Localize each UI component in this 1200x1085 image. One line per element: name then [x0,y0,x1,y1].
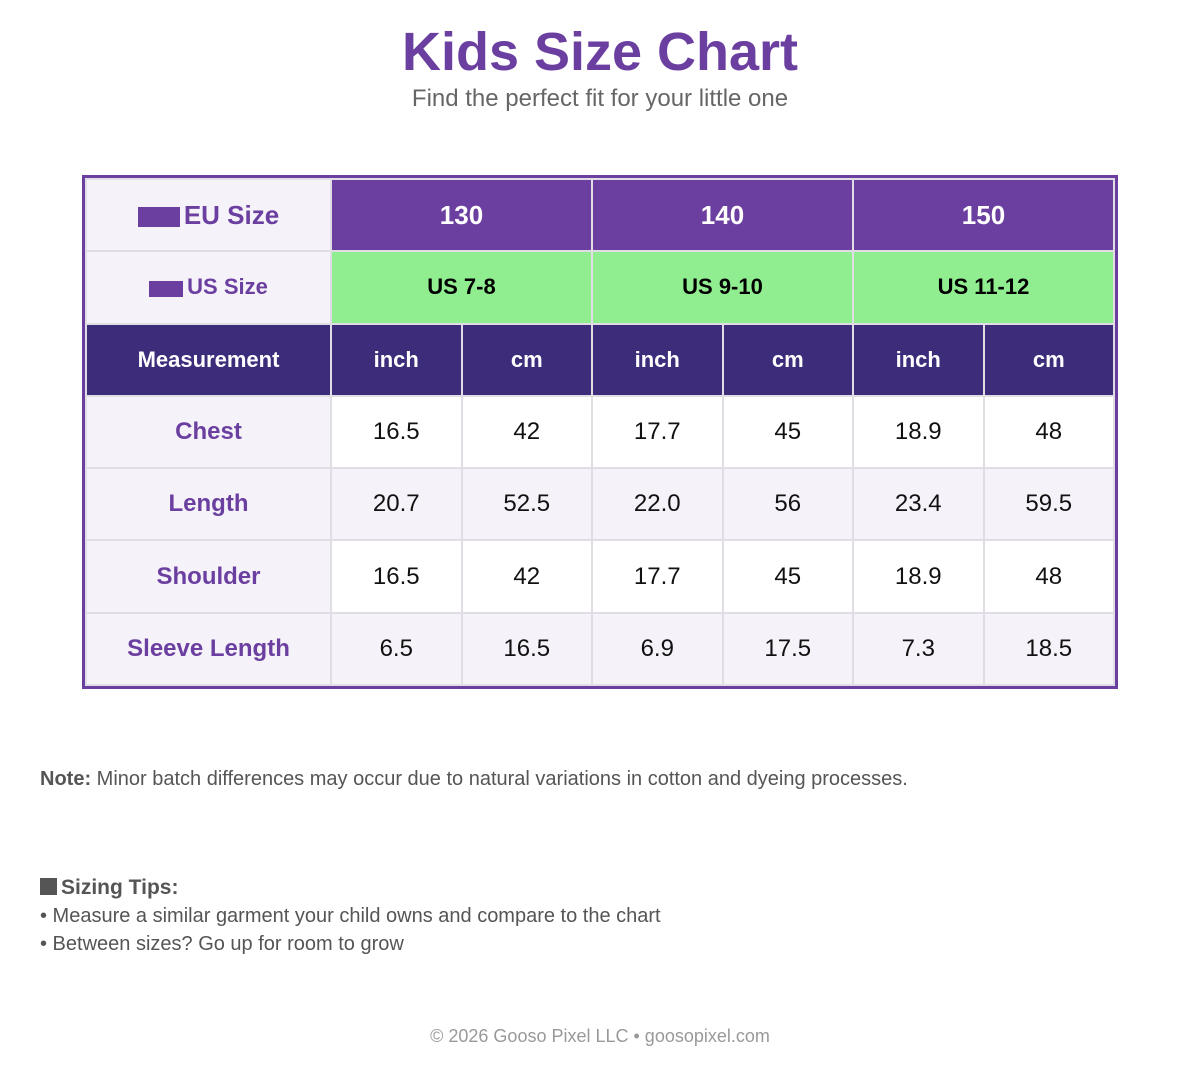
table-cell: 6.9 [591,611,724,687]
eu-size-130: 130 [330,177,593,253]
table-cell: 17.5 [721,611,854,687]
table-cell: 56 [721,467,854,542]
sizing-tips: Sizing Tips: • Measure a similar garment… [40,874,661,958]
footer-copyright: © 2026 Gooso Pixel LLC • goosopixel.com [430,1026,770,1046]
table-cell: 16.5 [330,394,463,470]
table-row-chest: Chest 16.5 42 17.7 45 18.9 48 [85,394,1115,470]
table-cell: 17.7 [591,394,724,470]
row-label: Sleeve Length [85,611,332,687]
measurement-header: Measurement [85,322,332,397]
row-label: Shoulder [85,539,332,614]
us-size-label-cell: US Size [85,250,332,325]
table-cell: 42 [460,539,593,614]
table-cell: 16.5 [460,611,593,687]
table-cell: 20.7 [330,467,463,542]
eu-size-label-cell: EU Size [85,177,332,253]
sizing-tips-title: Sizing Tips: [40,874,661,902]
table-cell: 18.9 [852,394,985,470]
us-size-11-12: US 11-12 [852,250,1115,325]
tip-item: • Measure a similar garment your child o… [40,905,661,927]
us-size-row: US Size US 7-8 US 9-10 US 11-12 [85,250,1115,325]
unit-header: inch [330,322,463,397]
table-cell: 48 [982,539,1115,614]
table-cell: 6.5 [330,611,463,687]
unit-header: inch [591,322,724,397]
size-chart-table: EU Size 130 140 150 US Size US 7-8 US 9-… [82,175,1118,689]
note-text: Note: Minor batch differences may occur … [40,768,908,790]
unit-header-row: Measurement inch cm inch cm inch cm [85,322,1115,397]
eu-size-140: 140 [591,177,854,253]
table-cell: 18.9 [852,539,985,614]
eu-size-150: 150 [852,177,1115,253]
us-size-9-10: US 9-10 [591,250,854,325]
table-cell: 48 [982,394,1115,470]
table-cell: 59.5 [982,467,1115,542]
table-cell: 42 [460,394,593,470]
table-cell: 52.5 [460,467,593,542]
us-size-7-8: US 7-8 [330,250,593,325]
note-label: Note: [40,768,92,790]
eu-square-icon [137,206,180,227]
row-label: Chest [85,394,332,470]
table-cell: 45 [721,394,854,470]
unit-header: inch [852,322,985,397]
page-title: Kids Size Chart [401,22,799,82]
table-cell: 45 [721,539,854,614]
unit-header: cm [721,322,854,397]
page-subtitle: Find the perfect fit for your little one [411,85,789,112]
table-cell: 17.7 [591,539,724,614]
table-row-sleeve-length: Sleeve Length 6.5 16.5 6.9 17.5 7.3 18.5 [85,611,1115,687]
table-row-length: Length 20.7 52.5 22.0 56 23.4 59.5 [85,467,1115,542]
table-cell: 23.4 [852,467,985,542]
square-bullet-icon [40,878,57,895]
row-label: Length [85,467,332,542]
unit-header: cm [982,322,1115,397]
table-cell: 18.5 [982,611,1115,687]
tip-item: • Between sizes? Go up for room to grow [40,933,404,955]
table-cell: 7.3 [852,611,985,687]
us-square-icon [149,280,184,297]
unit-header: cm [460,322,593,397]
table-cell: 16.5 [330,539,463,614]
table-row-shoulder: Shoulder 16.5 42 17.7 45 18.9 48 [85,539,1115,614]
eu-size-row: EU Size 130 140 150 [85,177,1115,253]
table-cell: 22.0 [591,467,724,542]
